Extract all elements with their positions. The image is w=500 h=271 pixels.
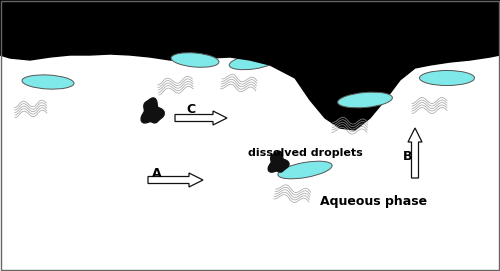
Polygon shape bbox=[148, 173, 203, 187]
Ellipse shape bbox=[278, 161, 332, 179]
Ellipse shape bbox=[338, 92, 392, 108]
Text: C: C bbox=[186, 103, 195, 116]
Polygon shape bbox=[0, 0, 500, 130]
Text: B: B bbox=[403, 150, 412, 163]
Polygon shape bbox=[141, 98, 165, 123]
Text: dissolved droplets: dissolved droplets bbox=[248, 148, 363, 158]
Polygon shape bbox=[175, 111, 227, 125]
Ellipse shape bbox=[171, 53, 219, 67]
Text: A: A bbox=[152, 167, 162, 180]
Ellipse shape bbox=[420, 70, 474, 85]
Polygon shape bbox=[408, 128, 422, 178]
Polygon shape bbox=[268, 151, 289, 172]
Text: Aqueous phase: Aqueous phase bbox=[320, 195, 427, 208]
Ellipse shape bbox=[229, 54, 277, 70]
Ellipse shape bbox=[22, 75, 74, 89]
Text: Hydrocarbon phase: Hydrocarbon phase bbox=[6, 8, 135, 21]
